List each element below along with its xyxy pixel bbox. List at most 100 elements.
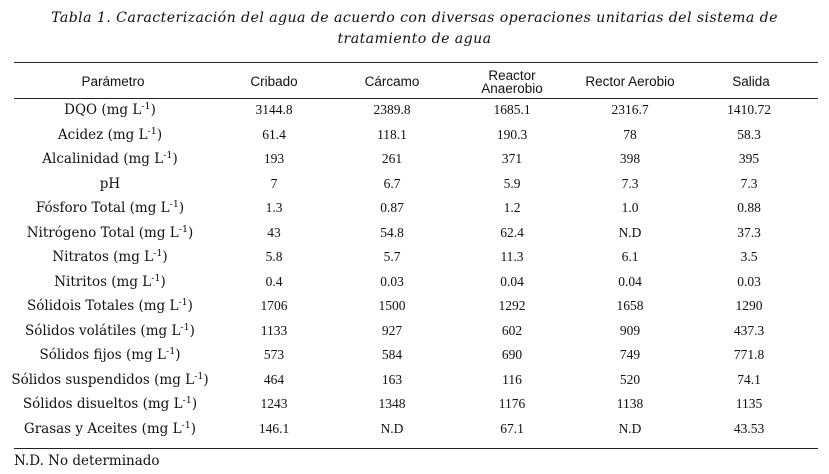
value-rector-aerobio: 7.3 <box>621 175 639 191</box>
value-rector-aerobio: 909 <box>619 322 641 338</box>
header-reactor-anaerobio: Reactor Anaerobio <box>481 68 543 96</box>
value-salida: 1135 <box>735 396 763 411</box>
value-reactor-anaerobio: 1292 <box>498 298 526 313</box>
value-rector-aerobio: 520 <box>619 371 641 387</box>
param-cell: Sólidos suspendidos (mg L-1) <box>11 370 209 388</box>
value-carcamo: 54.8 <box>380 224 404 240</box>
value-salida: 395 <box>738 151 760 166</box>
table-row: Sólidos disueltos (mg L-1) 1243 1348 117… <box>0 393 829 417</box>
table-row: Grasas y Aceites (mg L-1) 146.1 N.D 67.1… <box>0 418 829 442</box>
value-rector-aerobio: 1658 <box>616 298 644 313</box>
value-carcamo: 118.1 <box>377 126 407 142</box>
value-reactor-anaerobio: 0.04 <box>500 273 524 289</box>
value-salida: 37.3 <box>737 224 761 240</box>
param-cell: DQO (mg L-1) <box>64 101 156 118</box>
value-salida: 74.1 <box>737 371 761 387</box>
caption-line-1: Tabla 1. Caracterización del agua de acu… <box>51 10 778 26</box>
value-salida: 43.53 <box>733 420 765 436</box>
table-row: Sólidois Totales (mg L-1) 1706 1500 1292… <box>0 295 829 319</box>
header-rule <box>14 98 818 99</box>
value-cribado: 0.4 <box>265 273 283 289</box>
value-carcamo: 584 <box>381 347 403 362</box>
value-cribado: 146.1 <box>258 420 290 436</box>
value-reactor-anaerobio: 371 <box>501 151 523 166</box>
value-reactor-anaerobio: 116 <box>502 371 522 387</box>
table-row: Acidez (mg L-1) 61.4 118.1 190.3 78 58.3 <box>0 124 829 148</box>
value-carcamo: 2389.8 <box>373 102 411 117</box>
value-salida: 58.3 <box>737 126 761 142</box>
value-salida: 437.3 <box>733 322 765 338</box>
table-row: Nitratos (mg L-1) 5.8 5.7 11.3 6.1 3.5 <box>0 246 829 270</box>
param-cell: Sólidos disueltos (mg L-1) <box>22 395 198 412</box>
value-cribado: 464 <box>263 371 285 387</box>
footnote: N.D. No determinado <box>14 453 160 469</box>
value-reactor-anaerobio: 1176 <box>498 396 526 411</box>
header-reactor-line2: Anaerobio <box>481 81 543 96</box>
value-carcamo: 0.87 <box>380 200 404 215</box>
header-carcamo: Cárcamo <box>364 74 420 89</box>
value-carcamo: N.D <box>380 420 404 436</box>
value-carcamo: 6.7 <box>383 175 401 191</box>
value-rector-aerobio: 2316.7 <box>611 102 649 117</box>
value-carcamo: 0.03 <box>380 273 404 289</box>
value-rector-aerobio: 0.04 <box>618 273 642 289</box>
value-salida: 7.3 <box>740 175 758 191</box>
value-salida: 1410.72 <box>727 102 771 117</box>
header-parametro: Parámetro <box>81 74 145 89</box>
value-carcamo: 1500 <box>378 298 406 313</box>
value-cribado: 1243 <box>260 396 288 411</box>
value-rector-aerobio: 749 <box>619 347 641 362</box>
value-rector-aerobio: N.D <box>618 224 642 240</box>
table-row: DQO (mg L-1) 3144.8 2389.8 1685.1 2316.7… <box>0 99 829 123</box>
header-salida: Salida <box>732 74 770 89</box>
param-cell: Alcalinidad (mg L-1) <box>42 150 178 167</box>
table-row: Fósforo Total (mg L-1) 1.3 0.87 1.2 1.0 … <box>0 197 829 221</box>
param-cell: Acidez (mg L-1) <box>57 125 163 143</box>
table-row: Nitrógeno Total (mg L-1) 43 54.8 62.4 N.… <box>0 222 829 246</box>
table-row: pH 7 6.7 5.9 7.3 7.3 <box>0 173 829 197</box>
table-caption: Tabla 1. Caracterización del agua de acu… <box>40 8 789 50</box>
header-reactor-line1: Reactor <box>488 68 536 83</box>
value-salida: 0.03 <box>737 273 761 289</box>
bottom-rule <box>14 448 818 449</box>
top-rule <box>14 62 818 63</box>
param-cell: Nitrógeno Total (mg L-1) <box>26 223 194 241</box>
value-rector-aerobio: 1138 <box>616 396 644 411</box>
value-rector-aerobio: 78 <box>623 126 637 142</box>
value-carcamo: 1348 <box>378 396 406 411</box>
value-cribado: 1.3 <box>265 200 283 215</box>
value-reactor-anaerobio: 5.9 <box>503 175 521 191</box>
value-cribado: 1706 <box>260 298 288 313</box>
value-carcamo: 163 <box>381 371 403 387</box>
value-cribado: 5.8 <box>265 249 283 264</box>
param-cell: Nitritos (mg L-1) <box>54 272 166 290</box>
table-row: Nitritos (mg L-1) 0.4 0.03 0.04 0.04 0.0… <box>0 271 829 295</box>
value-rector-aerobio: 1.0 <box>621 200 639 215</box>
value-rector-aerobio: 398 <box>619 151 641 166</box>
header-cribado: Cribado <box>250 74 298 89</box>
value-rector-aerobio: 6.1 <box>621 249 639 264</box>
value-reactor-anaerobio: 67.1 <box>500 420 524 436</box>
table-row: Sólidos fijos (mg L-1) 573 584 690 749 7… <box>0 344 829 368</box>
value-salida: 3.5 <box>740 249 758 264</box>
value-cribado: 573 <box>263 347 285 362</box>
table-row: Alcalinidad (mg L-1) 193 261 371 398 395 <box>0 148 829 172</box>
value-carcamo: 5.7 <box>383 249 401 264</box>
value-reactor-anaerobio: 1.2 <box>503 200 521 215</box>
value-cribado: 7 <box>270 175 278 191</box>
caption-line-2: tratamiento de agua <box>337 31 492 47</box>
header-rector-aerobio: Rector Aerobio <box>585 74 675 89</box>
value-cribado: 1133 <box>260 322 288 338</box>
value-carcamo: 261 <box>381 151 403 166</box>
value-reactor-anaerobio: 62.4 <box>500 224 524 240</box>
value-cribado: 43 <box>267 224 281 240</box>
value-salida: 771.8 <box>733 347 765 362</box>
table-row: Sólidos suspendidos (mg L-1) 464 163 116… <box>0 369 829 393</box>
value-reactor-anaerobio: 1685.1 <box>493 102 531 117</box>
param-cell: Nitratos (mg L-1) <box>52 248 168 265</box>
param-cell: Sólidos volátiles (mg L-1) <box>25 321 195 339</box>
param-cell: Sólidos fijos (mg L-1) <box>39 346 181 363</box>
param-cell: pH <box>99 175 121 192</box>
param-cell: Sólidois Totales (mg L-1) <box>27 297 193 314</box>
value-rector-aerobio: N.D <box>618 420 642 436</box>
